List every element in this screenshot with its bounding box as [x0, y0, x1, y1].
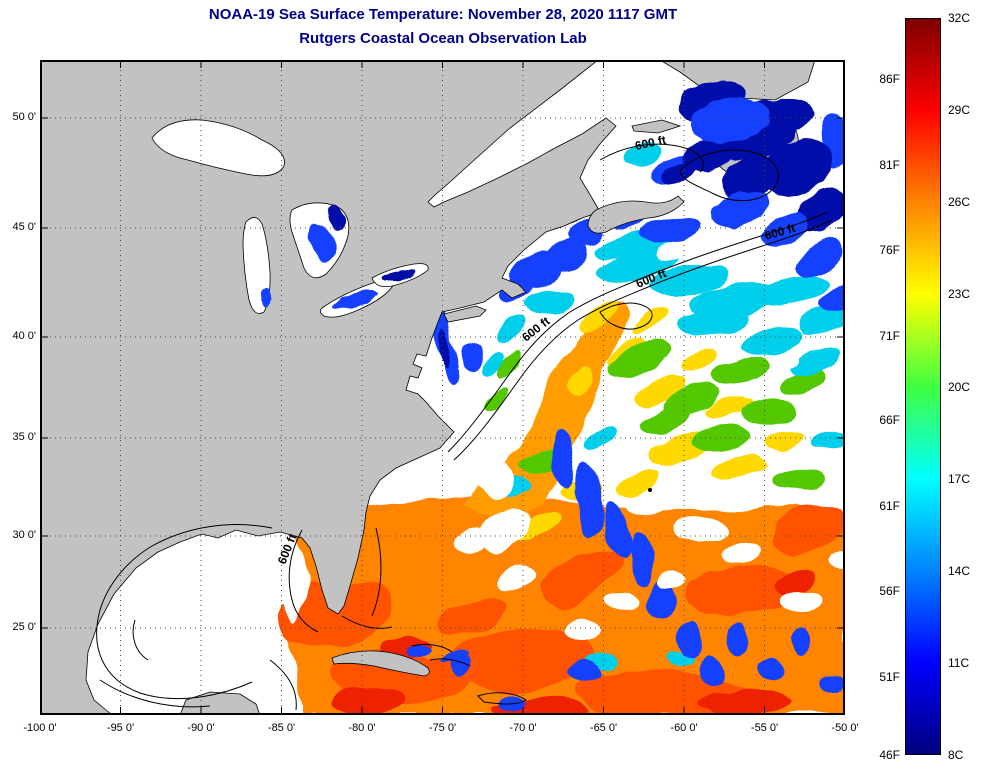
outline-florida-keys	[341, 615, 393, 629]
sst-data-layer	[275, 112, 845, 715]
x-axis-tick-label: -80 0'	[348, 722, 376, 734]
contour-grand-banks	[679, 149, 779, 202]
land-long-island	[443, 305, 487, 323]
colorbar-fahrenheit-label: 76F	[879, 243, 900, 258]
colorbar-fahrenheit-label: 71F	[879, 328, 900, 343]
contour-florida-stream	[371, 527, 382, 617]
colorbar-celsius-label: 32C	[948, 11, 971, 25]
outline-bahamas-1	[411, 643, 453, 653]
contour-georges-bank	[599, 302, 653, 330]
colorbar-fahrenheit-label: 51F	[879, 669, 900, 684]
land-anticosti-island	[631, 119, 682, 134]
colorbar-fahrenheit-label: 81F	[879, 157, 900, 172]
sst-patches	[276, 112, 845, 715]
colorbar-celsius-label: 8C	[948, 748, 964, 762]
colorbar-fahrenheit-label: 61F	[879, 498, 900, 513]
outline-hispaniola	[477, 692, 527, 705]
colorbar-celsius-label: 11C	[948, 655, 970, 670]
x-axis-tick-label: -95 0'	[106, 722, 135, 734]
colorbar	[905, 18, 941, 755]
x-axis-tick-label: -50 0'	[831, 722, 859, 734]
colorbar-celsius-label: 14C	[948, 563, 971, 578]
contour-west-florida-shelf	[288, 529, 319, 633]
y-axis-tick-label: 50 0'	[12, 111, 36, 123]
contour-shelf-break-1	[447, 211, 829, 453]
outline-bahamas-2	[429, 658, 471, 667]
overland-cold-water-patches	[261, 80, 845, 310]
plot-frame	[40, 60, 845, 715]
x-axis-tick-label: -100 0'	[23, 722, 57, 734]
contour-label-grand-banks: 600 ft	[634, 133, 668, 153]
colorbar-celsius-label: 17C	[948, 471, 971, 486]
y-axis-tick-label: 35 0'	[12, 431, 36, 443]
y-axis-tick-label: 30 0'	[12, 529, 36, 541]
land-labrador	[659, 60, 816, 101]
contour-gulf-inner	[132, 619, 149, 661]
contour-shelf-break-2	[453, 219, 833, 461]
contour-gulf-south-1	[99, 679, 211, 708]
colorbar-fahrenheit-label: 66F	[879, 413, 900, 428]
x-axis-tick-label: -70 0'	[509, 722, 537, 734]
map-title: NOAA-19 Sea Surface Temperature: Novembe…	[208, 6, 678, 23]
contour-gulf-south-2	[269, 659, 297, 711]
x-axis-tick-label: -85 0'	[267, 722, 296, 734]
x-axis-tick-label: -90 0'	[187, 722, 215, 734]
map-plot-area: 600 ft 600 ft 600 ft 600 ft 600 ft	[40, 60, 845, 715]
land-yucatan	[179, 691, 261, 715]
contour-gulf-basin	[96, 524, 273, 700]
x-axis-tick-label: -60 0'	[670, 722, 698, 734]
map-subtitle: Rutgers Coastal Ocean Observation Lab	[299, 30, 587, 47]
outline-bermuda	[648, 488, 652, 492]
lake-superior	[151, 119, 285, 177]
colorbar-fahrenheit-label: 56F	[879, 584, 900, 599]
bathymetry-contours	[96, 143, 833, 711]
gulf-stream-tongue	[460, 298, 632, 518]
land-cuba	[331, 650, 430, 677]
colorbar-celsius-label: 29C	[948, 103, 971, 118]
contour-st-lawrence	[599, 143, 704, 173]
graticule-grid-lines	[40, 60, 845, 715]
axis-tick-marks	[40, 60, 845, 715]
x-axis-tick-label: -75 0'	[428, 722, 457, 734]
land-nova-scotia	[587, 195, 685, 234]
colorbar-fahrenheit-label: 86F	[879, 72, 900, 87]
y-axis-tick-label: 40 0'	[12, 330, 36, 342]
y-axis-tick-label: 45 0'	[12, 221, 36, 233]
x-axis-tick-label: -65 0'	[589, 722, 618, 734]
colorbar-celsius-label: 20C	[948, 379, 971, 394]
colorbar-celsius-label: 26C	[948, 195, 971, 210]
y-axis-tick-label: 25 0'	[12, 621, 36, 633]
x-axis-tick-label: -55 0'	[750, 722, 779, 734]
sst-map-svg: 600 ft 600 ft 600 ft 600 ft 600 ft	[40, 60, 845, 715]
colorbar-fahrenheit-label: 46F	[879, 748, 900, 762]
land-north-america	[40, 60, 617, 715]
colorbar-celsius-label: 23C	[948, 287, 971, 302]
